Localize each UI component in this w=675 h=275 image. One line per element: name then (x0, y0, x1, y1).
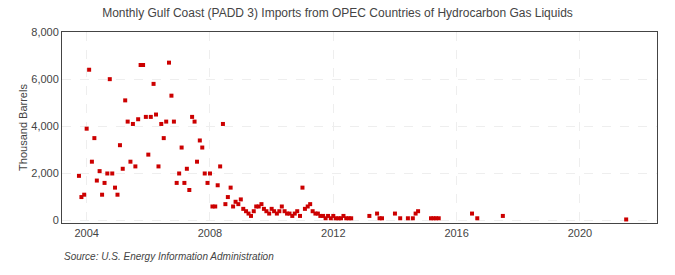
svg-text:2020: 2020 (568, 227, 592, 239)
svg-text:Thousand Barrels: Thousand Barrels (17, 84, 29, 171)
svg-text:8,000: 8,000 (31, 26, 59, 38)
svg-text:2008: 2008 (198, 227, 222, 239)
svg-text:Source: U.S. Energy Informatio: Source: U.S. Energy Information Administ… (64, 251, 274, 262)
svg-text:2,000: 2,000 (31, 167, 59, 179)
svg-text:6,000: 6,000 (31, 73, 59, 85)
svg-text:2004: 2004 (74, 227, 98, 239)
svg-text:4,000: 4,000 (31, 120, 59, 132)
svg-text:0: 0 (53, 214, 59, 226)
svg-text:2012: 2012 (321, 227, 345, 239)
svg-text:2016: 2016 (444, 227, 468, 239)
svg-text:Monthly Gulf Coast (PADD 3) Im: Monthly Gulf Coast (PADD 3) Imports from… (102, 6, 573, 20)
